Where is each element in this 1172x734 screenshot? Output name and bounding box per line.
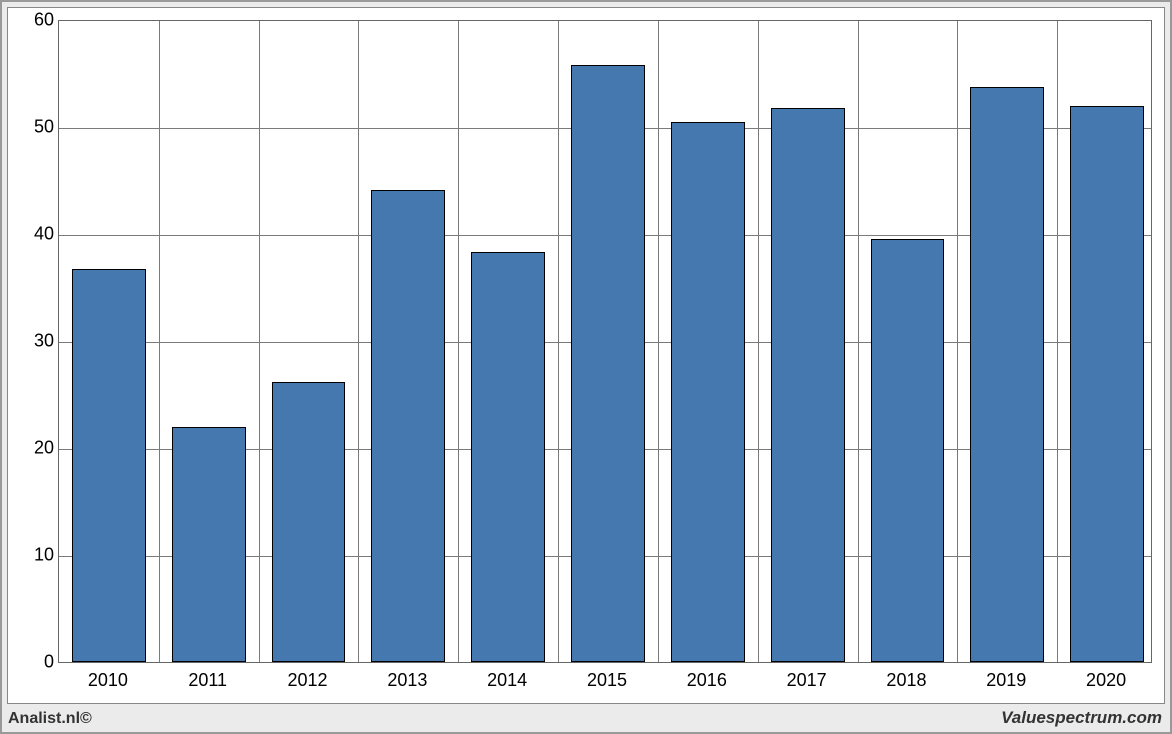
gridline-v xyxy=(957,21,958,662)
x-tick-label: 2014 xyxy=(487,670,527,691)
footer-left-text: Analist.nl© xyxy=(8,710,92,728)
gridline-v xyxy=(758,21,759,662)
gridline-v xyxy=(458,21,459,662)
bar xyxy=(871,239,945,662)
chart-outer-frame: 0 10 20 30 40 50 60 2010 2011 2012 2013 2014 2015 201… xyxy=(0,0,1172,734)
bar xyxy=(970,87,1044,662)
gridline-v xyxy=(358,21,359,662)
gridline-v xyxy=(1057,21,1058,662)
bar xyxy=(172,427,246,662)
x-tick-label: 2012 xyxy=(288,670,328,691)
x-tick-label: 2010 xyxy=(88,670,128,691)
x-tick-label: 2011 xyxy=(188,670,227,691)
y-tick-label: 60 xyxy=(14,10,54,31)
x-tick-label: 2013 xyxy=(387,670,427,691)
bar xyxy=(1070,106,1144,662)
x-tick-label: 2020 xyxy=(1086,670,1126,691)
x-tick-label: 2019 xyxy=(986,670,1026,691)
gridline-v xyxy=(658,21,659,662)
y-tick-label: 30 xyxy=(14,331,54,352)
plot-area xyxy=(58,20,1152,663)
x-tick-label: 2017 xyxy=(787,670,827,691)
bar xyxy=(272,382,346,662)
gridline-v xyxy=(558,21,559,662)
y-tick-label: 20 xyxy=(14,438,54,459)
x-tick-label: 2018 xyxy=(886,670,926,691)
gridline-v xyxy=(259,21,260,662)
y-tick-label: 40 xyxy=(14,224,54,245)
y-tick-label: 10 xyxy=(14,545,54,566)
bar xyxy=(671,122,745,662)
chart-inner-frame: 0 10 20 30 40 50 60 2010 2011 2012 2013 2014 2015 201… xyxy=(7,7,1165,704)
x-tick-label: 2016 xyxy=(687,670,727,691)
bar xyxy=(571,65,645,662)
bar xyxy=(371,190,445,662)
bar xyxy=(771,108,845,662)
footer-right-text: Valuespectrum.com xyxy=(1001,708,1162,728)
bar xyxy=(72,269,146,662)
bar xyxy=(471,252,545,662)
y-tick-label: 50 xyxy=(14,117,54,138)
x-tick-label: 2015 xyxy=(587,670,627,691)
gridline-v xyxy=(858,21,859,662)
gridline-v xyxy=(159,21,160,662)
y-tick-label: 0 xyxy=(14,652,54,673)
